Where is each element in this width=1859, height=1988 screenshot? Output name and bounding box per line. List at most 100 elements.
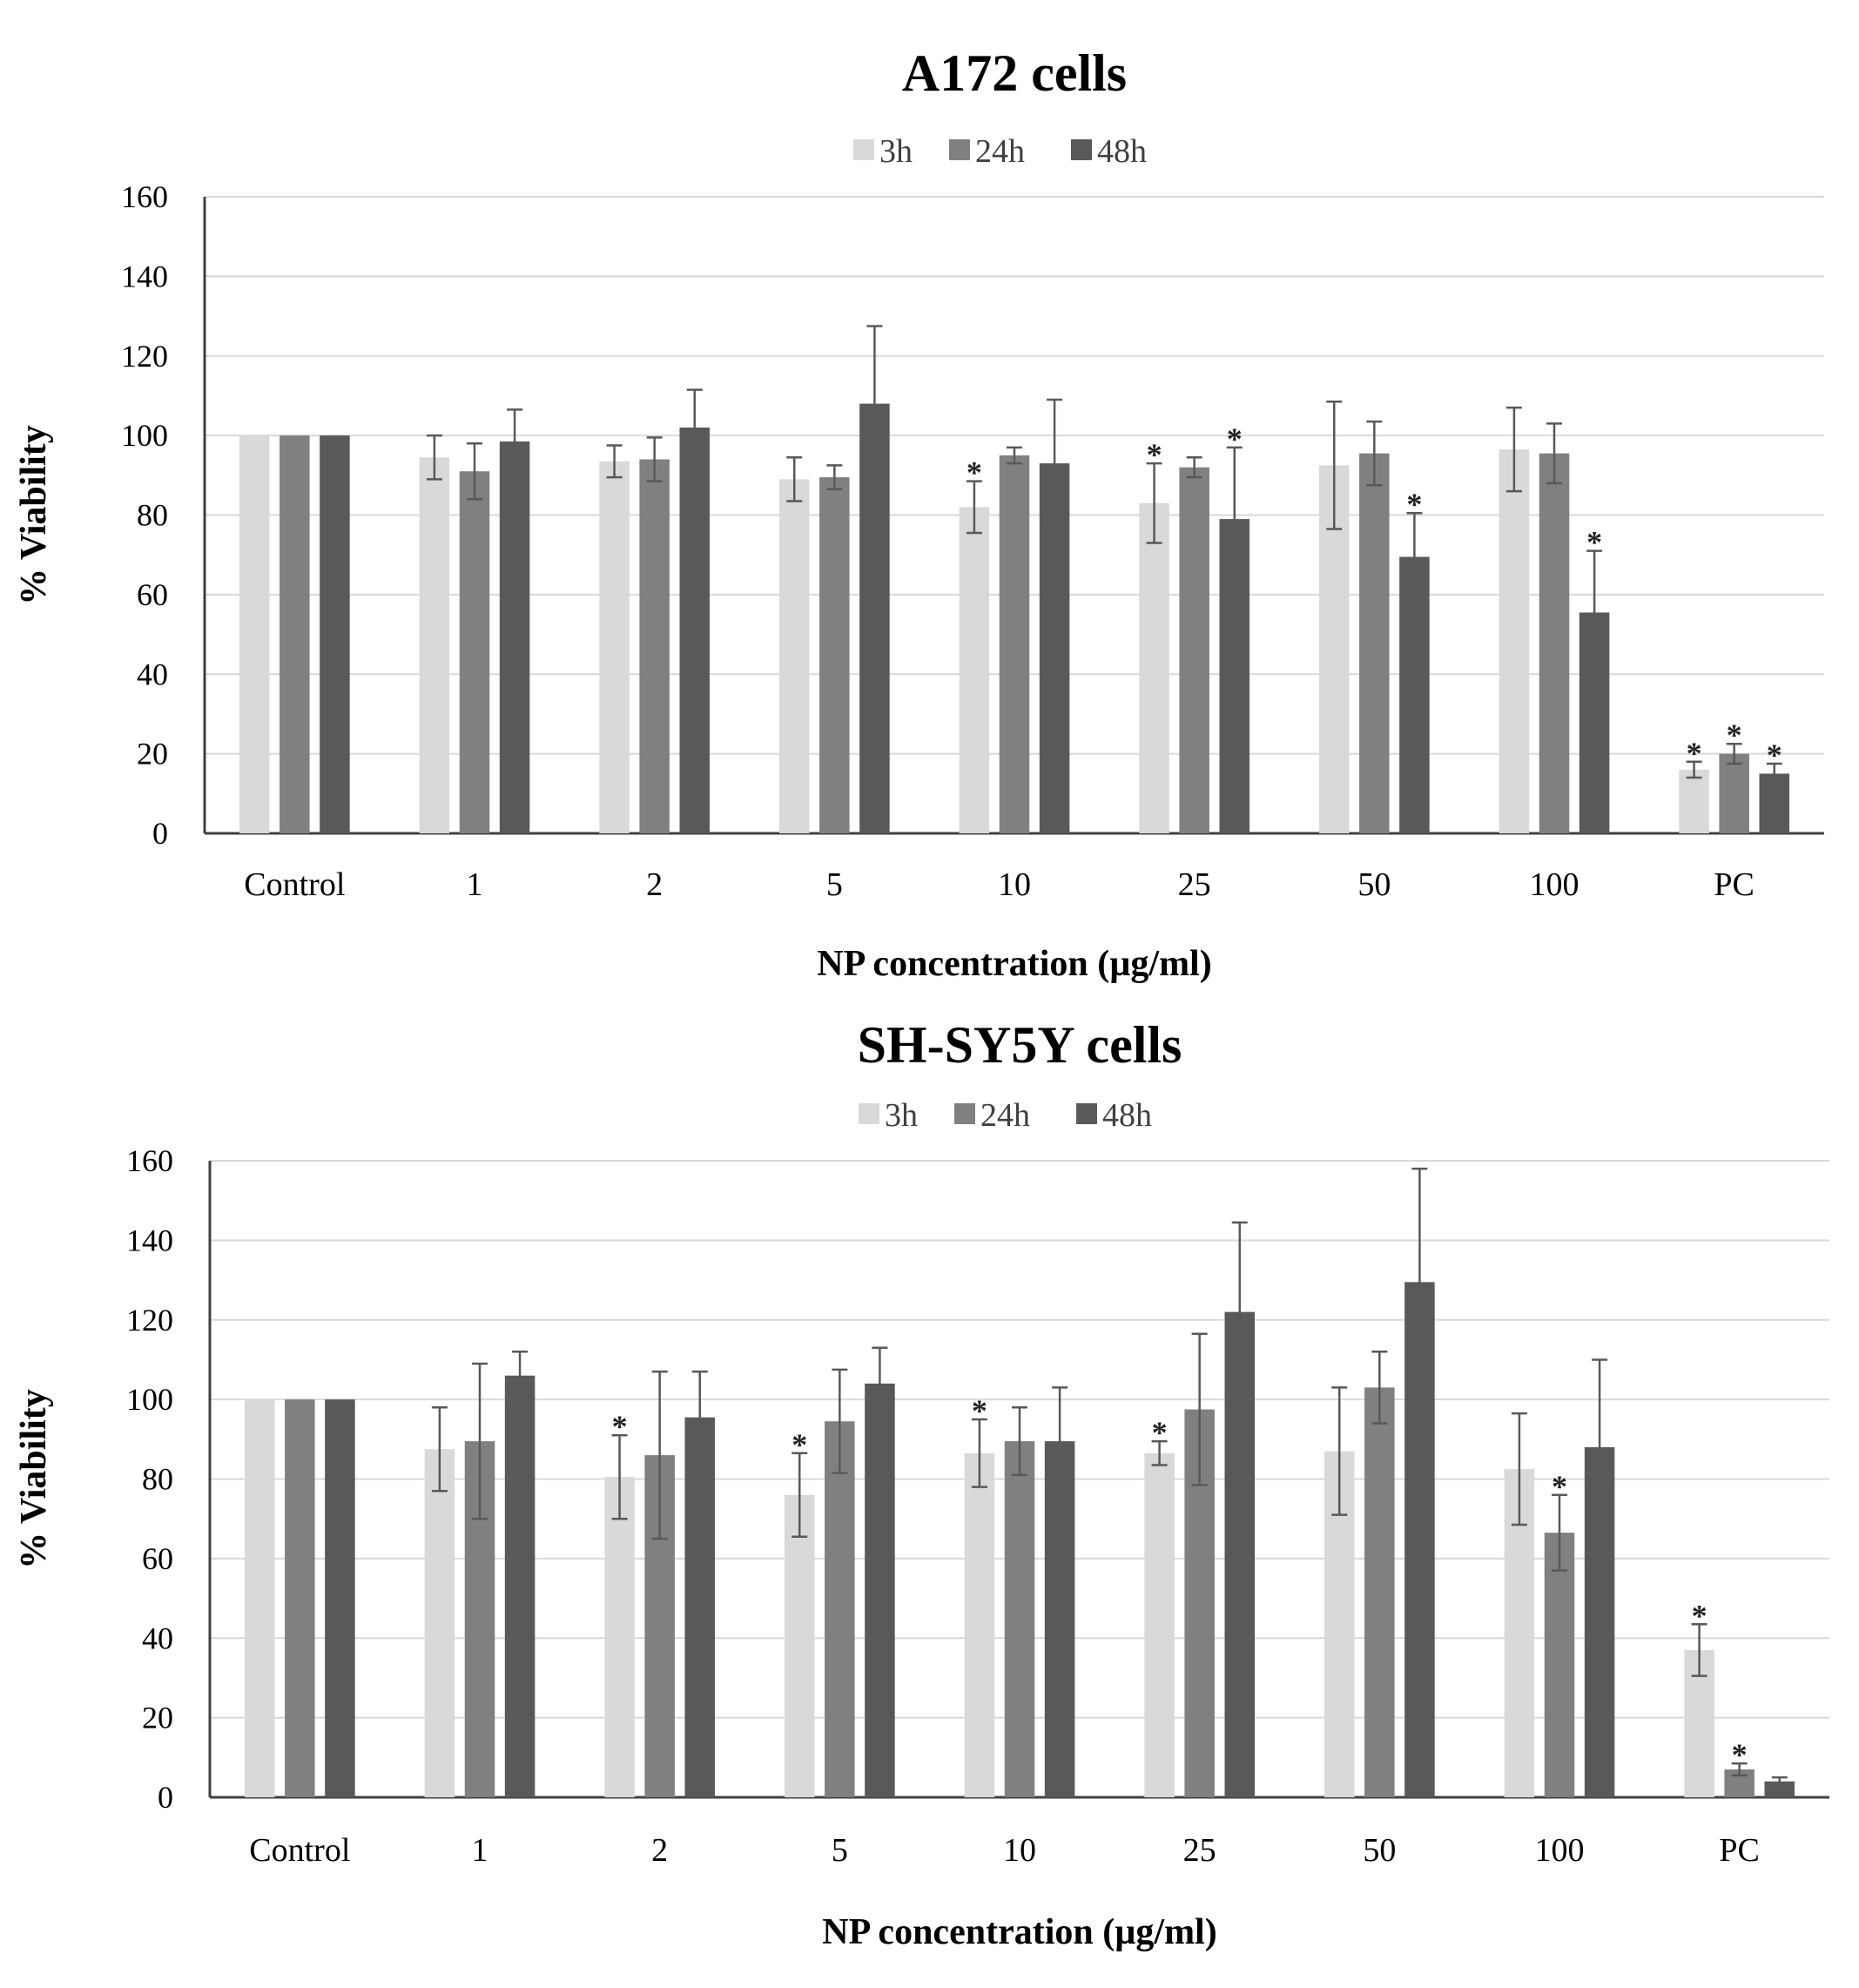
- error-bar-48h: [691, 1370, 708, 1465]
- error-bar-3h: [1151, 1439, 1168, 1466]
- legend-swatch-24h: [954, 1103, 975, 1124]
- bar-24h: [1719, 753, 1749, 833]
- legend-label-24h: 24h: [980, 1097, 1030, 1134]
- chart-title: SH-SY5Y cells: [858, 1016, 1182, 1074]
- significance-asterisk: *: [1732, 1737, 1748, 1772]
- error-bar-24h: [1186, 456, 1202, 479]
- significance-asterisk: *: [612, 1409, 628, 1444]
- bar-24h: [639, 459, 670, 833]
- bar-48h: [679, 427, 711, 833]
- significance-asterisk: *: [1552, 1469, 1567, 1504]
- legend-item-24h: 24h: [949, 133, 1025, 170]
- y-tick-label: 160: [126, 1143, 173, 1178]
- significance-asterisk: *: [791, 1427, 807, 1462]
- error-bar-48h: [1226, 446, 1243, 592]
- significance-markers: * * * * * * *: [612, 1393, 1748, 1772]
- bar-24h: [1359, 453, 1390, 833]
- error-bar-3h: [1511, 1412, 1527, 1526]
- bar-24h: [1544, 1533, 1575, 1797]
- x-axis-ticks: Control 1 2 5 10 25 50 100 PC: [244, 866, 1755, 903]
- error-bar-24h: [1546, 422, 1562, 485]
- y-axis-label: % Viability: [14, 425, 54, 605]
- bar-48h: [504, 1375, 535, 1797]
- legend: 3h 24h 48h: [859, 1097, 1152, 1134]
- legend-label-3h: 3h: [879, 133, 913, 170]
- bar-3h: [244, 1399, 275, 1797]
- error-bar-48h: [1771, 1776, 1788, 1787]
- bar-3h: [239, 435, 270, 833]
- bar-48h: [1044, 1441, 1075, 1797]
- bar-48h: [499, 441, 530, 833]
- x-tick-label: 25: [1183, 1832, 1216, 1869]
- y-tick-label: 0: [152, 816, 168, 851]
- y-tick-label: 120: [121, 339, 168, 374]
- y-tick-label: 0: [158, 1780, 173, 1815]
- error-bars: [431, 1167, 1788, 1787]
- significance-asterisk: *: [1687, 736, 1702, 771]
- bar-3h: [599, 461, 630, 833]
- x-axis-ticks: Control 1 2 5 10 25 50 100 PC: [249, 1832, 1760, 1869]
- bar-3h: [424, 1449, 455, 1797]
- error-bar-48h: [1586, 549, 1603, 676]
- x-tick-label: 10: [1003, 1832, 1036, 1869]
- bar-48h: [684, 1417, 716, 1797]
- error-bar-24h: [1012, 1406, 1027, 1477]
- bar-3h: [604, 1477, 635, 1797]
- x-tick-label: 100: [1535, 1832, 1585, 1869]
- significance-asterisk: *: [1586, 525, 1602, 560]
- bar-24h: [1364, 1387, 1395, 1797]
- y-tick-label: 20: [142, 1701, 173, 1735]
- y-tick-label: 40: [142, 1621, 173, 1655]
- significance-asterisk: *: [1727, 718, 1742, 752]
- bar-48h: [1399, 556, 1430, 833]
- bar-24h: [285, 1399, 315, 1797]
- significance-asterisk: *: [1227, 421, 1243, 456]
- error-bar-3h: [611, 1433, 628, 1520]
- error-bar-3h: [431, 1406, 448, 1493]
- error-bar-24h: [1366, 420, 1383, 487]
- error-bar-3h: [1686, 760, 1702, 779]
- bar-3h: [1144, 1452, 1175, 1797]
- y-tick-label: 120: [126, 1303, 173, 1338]
- error-bar-24h: [467, 442, 482, 501]
- error-bar-48h: [1592, 1358, 1608, 1536]
- significance-asterisk: *: [1406, 487, 1422, 522]
- y-tick-label: 100: [126, 1382, 173, 1417]
- significance-asterisk: *: [1152, 1415, 1168, 1450]
- bar-24h: [999, 455, 1030, 833]
- x-tick-label: Control: [244, 866, 345, 903]
- x-tick-label: 2: [646, 866, 663, 903]
- error-bar-3h: [966, 480, 982, 535]
- bar-24h: [280, 435, 310, 833]
- y-tick-label: 140: [126, 1223, 173, 1257]
- y-tick-label: 80: [142, 1462, 173, 1497]
- legend: 3h 24h 48h: [853, 133, 1147, 170]
- bar-3h: [784, 1494, 815, 1797]
- error-bar-24h: [1007, 446, 1022, 465]
- legend-item-24h: 24h: [954, 1097, 1030, 1134]
- error-bar-3h: [606, 444, 623, 479]
- legend-item-3h: 3h: [853, 133, 913, 170]
- error-bar-24h: [826, 464, 843, 491]
- legend-swatch-48h: [1071, 139, 1092, 160]
- x-tick-label: 50: [1357, 866, 1391, 903]
- legend-item-48h: 48h: [1076, 1097, 1152, 1134]
- error-bar-48h: [507, 408, 523, 475]
- bar-48h: [320, 435, 350, 833]
- legend-swatch-3h: [859, 1103, 879, 1124]
- y-tick-label: 60: [142, 1541, 173, 1576]
- y-tick-label: 100: [121, 418, 168, 453]
- error-bar-48h: [1231, 1221, 1248, 1403]
- x-tick-label: PC: [1714, 866, 1754, 903]
- error-bar-24h: [832, 1368, 848, 1474]
- legend-swatch-3h: [853, 139, 874, 160]
- error-bar-48h: [1047, 398, 1063, 529]
- x-tick-label: 5: [832, 1832, 848, 1869]
- y-tick-label: 20: [137, 737, 168, 772]
- x-tick-label: Control: [249, 1832, 350, 1869]
- significance-asterisk: *: [1147, 437, 1162, 472]
- x-tick-label: 25: [1178, 866, 1211, 903]
- y-tick-label: 40: [137, 657, 168, 691]
- x-tick-label: 10: [998, 866, 1031, 903]
